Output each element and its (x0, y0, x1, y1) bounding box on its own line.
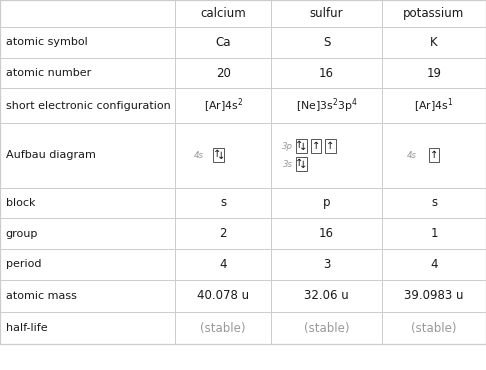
FancyBboxPatch shape (311, 139, 321, 153)
Text: ↑: ↑ (212, 149, 221, 159)
Text: half-life: half-life (6, 323, 48, 333)
Text: period: period (6, 259, 41, 269)
Text: 1: 1 (430, 227, 438, 240)
Text: 4s: 4s (193, 151, 204, 160)
Text: ↓: ↓ (299, 142, 308, 152)
Text: Ca: Ca (215, 36, 231, 49)
Text: ↑: ↑ (312, 141, 320, 151)
Text: atomic mass: atomic mass (6, 291, 77, 301)
Text: ↑: ↑ (295, 158, 304, 168)
Text: short electronic configuration: short electronic configuration (6, 101, 171, 111)
FancyBboxPatch shape (325, 139, 336, 153)
Text: 4: 4 (430, 258, 438, 271)
Text: block: block (6, 198, 35, 208)
Text: Aufbau diagram: Aufbau diagram (6, 150, 96, 160)
Text: 4s: 4s (407, 151, 417, 160)
FancyBboxPatch shape (296, 139, 307, 153)
Text: ↑: ↑ (295, 140, 304, 150)
Text: 19: 19 (427, 67, 441, 80)
Text: (stable): (stable) (304, 322, 349, 335)
Text: 20: 20 (216, 67, 230, 80)
Text: ↑: ↑ (326, 141, 335, 151)
Text: group: group (6, 229, 38, 239)
Text: 32.06 u: 32.06 u (304, 289, 349, 303)
Text: 3: 3 (323, 258, 330, 271)
Text: 3s: 3s (282, 159, 293, 169)
Text: (stable): (stable) (200, 322, 246, 335)
FancyBboxPatch shape (429, 148, 439, 162)
Text: sulfur: sulfur (310, 7, 344, 20)
Text: s: s (431, 196, 437, 209)
Text: calcium: calcium (200, 7, 246, 20)
Text: atomic symbol: atomic symbol (6, 37, 87, 47)
Text: ↓: ↓ (299, 160, 308, 170)
Text: S: S (323, 36, 330, 49)
Text: $\mathregular{[Ar]4s^{2}}$: $\mathregular{[Ar]4s^{2}}$ (204, 97, 243, 115)
Text: 39.0983 u: 39.0983 u (404, 289, 464, 303)
Text: (stable): (stable) (411, 322, 457, 335)
Text: 3p: 3p (281, 142, 293, 151)
FancyBboxPatch shape (213, 148, 224, 162)
Text: $\mathregular{[Ne]3s^{2}3p^{4}}$: $\mathregular{[Ne]3s^{2}3p^{4}}$ (296, 96, 357, 115)
Text: 16: 16 (319, 227, 334, 240)
Text: ↓: ↓ (216, 151, 225, 161)
Text: ↑: ↑ (430, 150, 438, 160)
Text: 4: 4 (219, 258, 227, 271)
Text: s: s (220, 196, 226, 209)
Text: 40.078 u: 40.078 u (197, 289, 249, 303)
Text: p: p (323, 196, 330, 209)
Text: K: K (430, 36, 438, 49)
FancyBboxPatch shape (296, 157, 307, 171)
Text: $\mathregular{[Ar]4s^{1}}$: $\mathregular{[Ar]4s^{1}}$ (415, 97, 453, 115)
Text: atomic number: atomic number (6, 68, 91, 78)
Text: 16: 16 (319, 67, 334, 80)
Text: potassium: potassium (403, 7, 465, 20)
Text: 2: 2 (219, 227, 227, 240)
